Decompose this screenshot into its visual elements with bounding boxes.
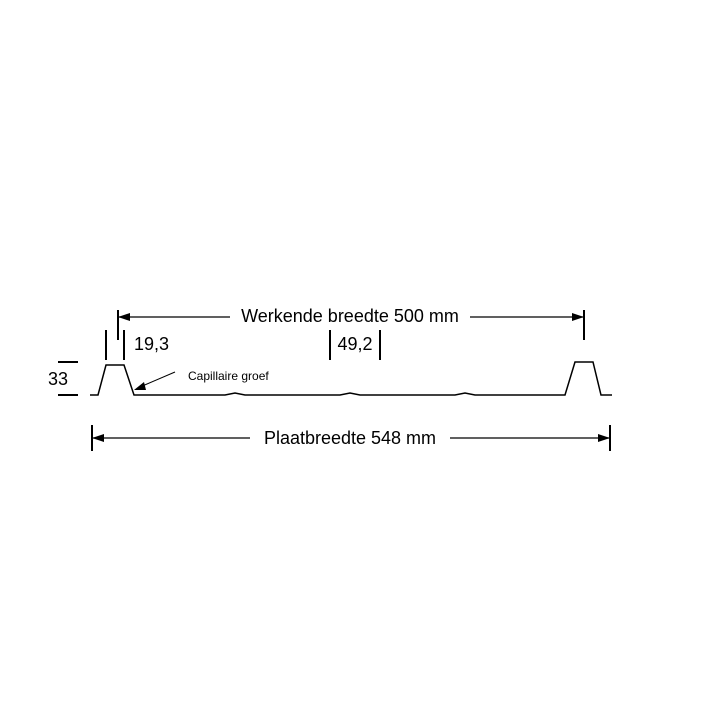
annotation-capillary-groove-label: Capillaire groef [188, 369, 269, 383]
dim-height: 33 [48, 362, 78, 395]
dim-rib-width: 19,3 [106, 330, 169, 360]
sheet-profile [90, 362, 612, 395]
dim-sheet-width: Plaatbreedte 548 mm [92, 425, 610, 451]
profile-diagram: Werkende breedte 500 mm 19,3 49,2 33 Pla… [0, 0, 725, 725]
dim-working-width-label: Werkende breedte 500 mm [241, 306, 459, 326]
dim-height-label: 33 [48, 369, 68, 389]
dim-gap-width-label: 49,2 [337, 334, 372, 354]
annotation-capillary-groove: Capillaire groef [134, 369, 269, 390]
dim-gap-width: 49,2 [330, 330, 380, 360]
dim-sheet-width-label: Plaatbreedte 548 mm [264, 428, 436, 448]
dim-rib-width-label: 19,3 [134, 334, 169, 354]
